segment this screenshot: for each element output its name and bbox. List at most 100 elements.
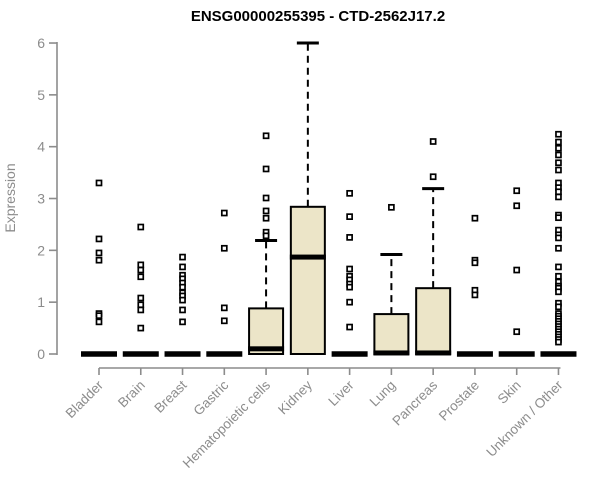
outlier-point bbox=[220, 304, 228, 312]
outlier-point bbox=[137, 301, 145, 309]
median-line bbox=[289, 254, 326, 260]
outlier-point bbox=[429, 173, 437, 181]
outlier-point bbox=[137, 266, 145, 274]
box-rect bbox=[415, 287, 452, 355]
outlier-point bbox=[555, 288, 562, 296]
outlier-point bbox=[555, 338, 562, 346]
outlier-point bbox=[179, 296, 186, 304]
outlier-point bbox=[346, 323, 353, 331]
outlier-point bbox=[555, 188, 562, 196]
outlier-point bbox=[346, 189, 353, 197]
zero-median-bar bbox=[206, 351, 243, 357]
box-group bbox=[81, 179, 117, 357]
outlier-point bbox=[220, 209, 228, 217]
y-tick-label: 3 bbox=[37, 191, 45, 207]
outlier-point bbox=[555, 166, 562, 174]
outlier-point bbox=[555, 159, 562, 167]
outlier-point bbox=[179, 263, 186, 271]
zero-median-bar bbox=[122, 351, 159, 357]
outlier-point bbox=[262, 232, 270, 240]
outlier-point bbox=[346, 298, 353, 306]
median-line bbox=[248, 346, 285, 352]
outlier-point bbox=[220, 317, 228, 325]
outlier-point bbox=[555, 151, 562, 159]
outlier-point bbox=[137, 261, 145, 269]
box-group bbox=[164, 253, 201, 357]
outlier-point bbox=[555, 234, 562, 242]
x-category-label: Pancreas bbox=[389, 377, 440, 428]
median-line bbox=[415, 350, 452, 356]
zero-median-bar bbox=[164, 351, 201, 357]
outlier-point bbox=[262, 165, 270, 173]
box-group bbox=[498, 187, 535, 357]
outlier-point bbox=[137, 324, 145, 332]
outlier-point bbox=[555, 303, 562, 311]
outlier-point bbox=[179, 283, 186, 291]
outlier-point bbox=[95, 318, 103, 326]
outlier-point bbox=[555, 244, 562, 252]
y-tick-label: 1 bbox=[37, 294, 45, 310]
outlier-point bbox=[220, 244, 228, 252]
outlier-point bbox=[346, 265, 353, 273]
zero-median-bar bbox=[81, 351, 117, 357]
median-line bbox=[373, 350, 410, 356]
outlier-point bbox=[262, 194, 270, 202]
y-tick-label: 4 bbox=[37, 139, 45, 155]
outlier-point bbox=[179, 318, 186, 326]
outlier-point bbox=[95, 249, 103, 257]
zero-median-bar bbox=[498, 351, 535, 357]
boxplot-series bbox=[81, 41, 577, 357]
outlier-point bbox=[95, 256, 103, 264]
outlier-point bbox=[137, 223, 145, 231]
box-group bbox=[415, 138, 452, 356]
outlier-point bbox=[137, 306, 145, 314]
zero-median-bar bbox=[331, 351, 368, 357]
x-category-label: Kidney bbox=[275, 377, 315, 417]
outlier-point bbox=[555, 193, 562, 201]
box-group bbox=[289, 41, 326, 355]
x-category-label: Unknown / Other bbox=[483, 377, 566, 460]
box-group bbox=[206, 209, 243, 357]
outlier-point bbox=[555, 263, 562, 271]
outlier-point bbox=[555, 130, 562, 138]
x-category-label: Breast bbox=[151, 377, 189, 415]
outlier-point bbox=[555, 272, 562, 280]
x-category-label: Prostate bbox=[436, 378, 482, 424]
zero-median-bar bbox=[456, 351, 493, 357]
outlier-point bbox=[513, 266, 521, 274]
box-rect bbox=[373, 313, 410, 356]
outlier-point bbox=[513, 187, 521, 195]
outlier-point bbox=[262, 214, 270, 222]
box-group bbox=[248, 132, 285, 355]
outlier-point bbox=[179, 306, 186, 314]
box-group bbox=[456, 214, 493, 357]
box-group bbox=[122, 223, 159, 357]
y-tick-label: 6 bbox=[37, 35, 45, 51]
x-category-label: Skin bbox=[495, 378, 524, 407]
outlier-point bbox=[137, 273, 145, 281]
x-category-label: Liver bbox=[325, 377, 357, 409]
outlier-point bbox=[555, 214, 562, 222]
outlier-point bbox=[471, 214, 479, 222]
outlier-point bbox=[95, 235, 103, 243]
box-rect bbox=[289, 205, 326, 355]
outlier-point bbox=[346, 283, 353, 291]
outlier-point bbox=[513, 328, 521, 336]
y-axis-label: Expression bbox=[2, 163, 18, 232]
outlier-point bbox=[346, 234, 353, 241]
x-category-label: Lung bbox=[367, 378, 399, 410]
outlier-point bbox=[346, 213, 353, 221]
outlier-point bbox=[388, 203, 395, 211]
outlier-point bbox=[179, 253, 186, 261]
zero-median-bar bbox=[540, 351, 577, 357]
y-tick-label: 2 bbox=[37, 242, 45, 258]
outlier-point bbox=[471, 291, 479, 299]
outlier-point bbox=[555, 144, 562, 152]
box-group bbox=[373, 203, 410, 356]
outlier-point bbox=[513, 202, 521, 210]
outlier-point bbox=[555, 138, 562, 146]
chart-title: ENSG00000255395 - CTD-2562J17.2 bbox=[191, 8, 445, 25]
box-group bbox=[331, 189, 368, 357]
